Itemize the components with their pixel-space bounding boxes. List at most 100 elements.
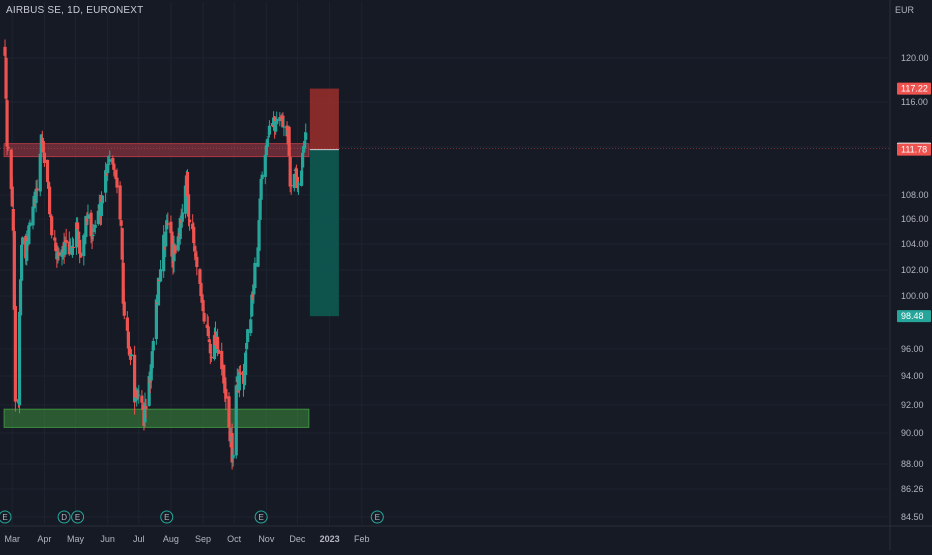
- candle-body: [119, 220, 123, 226]
- event-e-icon[interactable]: [160, 510, 174, 524]
- candle-body: [224, 388, 228, 399]
- support-zone[interactable]: [3, 408, 310, 428]
- take-profit-zone[interactable]: [309, 149, 339, 317]
- symbol-title: AIRBUS SE, 1D, EURONEXT: [6, 5, 144, 16]
- candle-body: [10, 186, 14, 207]
- candle-body: [25, 238, 29, 261]
- candle-body: [31, 206, 35, 226]
- time-tick-label: Aug: [163, 534, 179, 544]
- price-flag: [897, 82, 931, 95]
- candle-body: [252, 285, 256, 295]
- event-marker-label: E: [75, 513, 80, 522]
- candle-body: [86, 214, 90, 219]
- candle-body: [78, 239, 82, 254]
- candle-body: [195, 256, 199, 267]
- candle-body: [112, 163, 116, 170]
- candle-body: [133, 354, 137, 403]
- candle-body: [243, 352, 248, 375]
- candle-body: [253, 262, 257, 288]
- candle-body: [38, 153, 42, 192]
- candle-body: [231, 454, 235, 459]
- candle-body: [296, 183, 301, 185]
- candle-body: [234, 385, 238, 456]
- candle-body: [180, 212, 184, 222]
- candle-body: [32, 198, 36, 209]
- candle-body: [46, 181, 51, 189]
- candle-body: [90, 236, 94, 239]
- candle-body: [303, 140, 307, 149]
- candle-body: [166, 223, 170, 225]
- candle-body: [57, 252, 61, 256]
- event-e-icon[interactable]: [71, 510, 85, 524]
- candle-body: [127, 346, 132, 354]
- candle-body: [92, 228, 96, 232]
- candle-body: [208, 343, 212, 354]
- candle-body: [154, 299, 159, 340]
- time-tick-label: Feb: [354, 534, 370, 544]
- candle-body: [79, 252, 83, 258]
- event-e-icon[interactable]: [370, 510, 384, 524]
- candle-body: [64, 239, 68, 243]
- candle-body: [257, 220, 261, 251]
- candle-body: [40, 137, 44, 145]
- candle-body: [237, 371, 241, 391]
- candle-body: [238, 372, 242, 375]
- candle-body: [267, 125, 272, 135]
- candle-body: [126, 331, 131, 349]
- price-tick-label: 92.00: [901, 400, 924, 410]
- candle-body: [281, 115, 285, 127]
- candle-body: [249, 319, 253, 334]
- time-tick-label: Jun: [100, 534, 115, 544]
- candle-body: [200, 294, 204, 303]
- position-tool[interactable]: [0, 88, 890, 317]
- candle-body: [299, 170, 304, 186]
- candle-body: [158, 269, 163, 282]
- candle-body: [21, 237, 25, 245]
- candle-body: [223, 381, 227, 394]
- candle-body: [28, 222, 32, 227]
- candle-body: [34, 188, 38, 203]
- candle-body: [93, 224, 97, 228]
- time-tick-label: Mar: [5, 534, 21, 544]
- candle-body: [242, 371, 247, 386]
- stop-loss-zone[interactable]: [309, 88, 339, 150]
- candle-body: [13, 305, 17, 402]
- candle-body: [50, 216, 54, 236]
- candle-body: [100, 195, 105, 204]
- candle-body: [274, 121, 278, 132]
- candle-body: [207, 339, 211, 343]
- candle-body: [11, 208, 15, 231]
- event-e-icon[interactable]: [0, 510, 12, 524]
- candle-body: [9, 149, 13, 189]
- candle-body: [245, 342, 249, 350]
- candle-body: [3, 46, 7, 56]
- candle-body: [106, 163, 110, 174]
- price-tick-label: 120.00: [901, 53, 929, 63]
- candle-body: [183, 185, 188, 214]
- candle-body: [194, 252, 198, 257]
- candle-body: [282, 126, 286, 128]
- price-axis[interactable]: 120.00116.00112.00108.00106.00104.00102.…: [897, 53, 931, 522]
- candle-body: [118, 185, 122, 220]
- time-tick-label: Oct: [227, 534, 242, 544]
- event-marker-label: E: [375, 513, 380, 522]
- candle-body: [82, 235, 86, 257]
- candle-body: [199, 284, 203, 297]
- candle-body: [125, 317, 129, 331]
- event-e-icon[interactable]: [254, 510, 268, 524]
- candle-body: [35, 188, 39, 191]
- candle-body: [170, 231, 174, 257]
- candle-body: [63, 242, 67, 255]
- event-d-icon[interactable]: [57, 510, 71, 524]
- candle-body: [70, 245, 75, 255]
- zones: [3, 143, 310, 428]
- candle-body: [176, 236, 180, 251]
- candle-body: [217, 349, 221, 354]
- candle-body: [264, 145, 268, 156]
- time-axis[interactable]: Mar Apr May Jun Jul Aug Sep Oct Nov Dec 2023 Feb: [5, 534, 370, 544]
- resistance-zone[interactable]: [3, 143, 310, 158]
- candle-body: [5, 100, 9, 147]
- candle-body: [206, 326, 210, 336]
